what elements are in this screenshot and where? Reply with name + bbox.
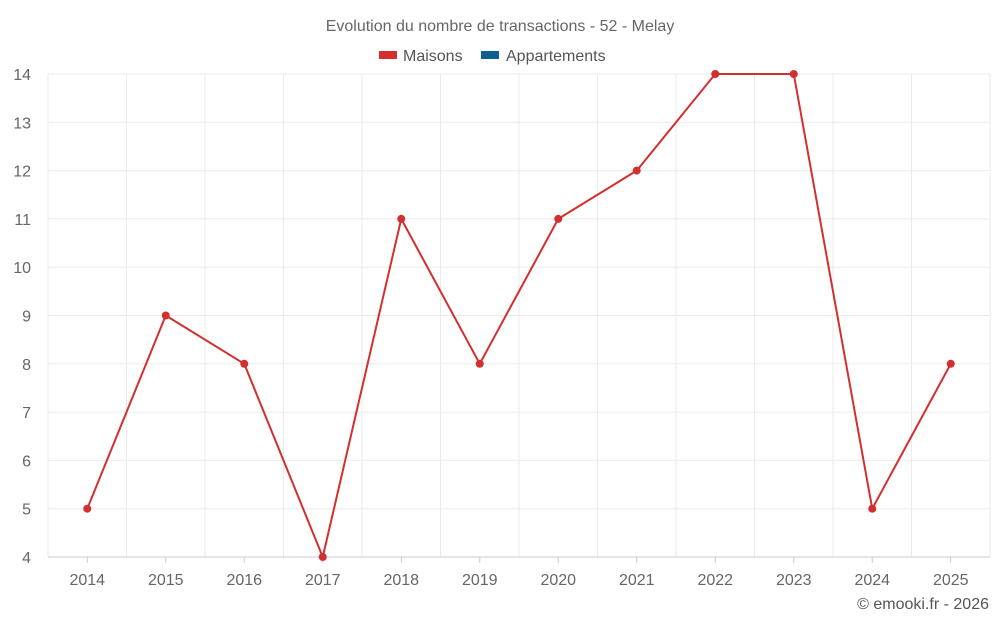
legend-swatch-appartements bbox=[481, 51, 499, 59]
x-tick-label: 2016 bbox=[226, 572, 262, 589]
y-tick-label: 7 bbox=[22, 405, 31, 422]
x-tick-label: 2017 bbox=[305, 572, 341, 589]
y-tick-label: 4 bbox=[22, 550, 31, 567]
x-tick-label: 2021 bbox=[619, 572, 655, 589]
data-point[interactable] bbox=[240, 359, 249, 368]
credit-text: © emooki.fr - 2026 bbox=[857, 596, 989, 613]
data-point[interactable] bbox=[789, 70, 798, 78]
y-tick-label: 13 bbox=[13, 115, 31, 132]
legend-swatch-maisons bbox=[379, 51, 397, 59]
data-point[interactable] bbox=[318, 553, 327, 561]
data-point[interactable] bbox=[711, 70, 720, 78]
data-point[interactable] bbox=[475, 359, 484, 368]
y-tick-label: 9 bbox=[22, 309, 31, 326]
data-point[interactable] bbox=[946, 359, 955, 368]
y-tick-label: 10 bbox=[13, 260, 31, 277]
legend: Maisons Appartements bbox=[379, 48, 606, 65]
x-tick-label: 2020 bbox=[540, 572, 576, 589]
series-maisons bbox=[83, 70, 955, 561]
x-tick-label: 2025 bbox=[933, 572, 969, 589]
legend-item-maisons[interactable]: Maisons bbox=[379, 48, 463, 65]
data-point[interactable] bbox=[397, 214, 406, 223]
x-tick-label: 2024 bbox=[854, 572, 890, 589]
x-tick-label: 2019 bbox=[462, 572, 498, 589]
axes: 4 5 6 7 8 9 10 11 12 13 14 2014 2015 2016 2017 2018 2019… bbox=[13, 67, 990, 589]
x-tick-label: 2018 bbox=[383, 572, 419, 589]
y-tick-label: 11 bbox=[14, 212, 31, 229]
series-line bbox=[86, 73, 952, 558]
y-tick-label: 6 bbox=[22, 453, 31, 470]
data-point[interactable] bbox=[161, 311, 170, 320]
y-tick-label: 12 bbox=[13, 164, 31, 181]
x-tick-label: 2015 bbox=[148, 572, 184, 589]
legend-label-maisons: Maisons bbox=[403, 48, 463, 65]
data-point[interactable] bbox=[554, 214, 563, 223]
data-point[interactable] bbox=[868, 504, 877, 513]
x-tick-label: 2023 bbox=[776, 572, 812, 589]
data-point[interactable] bbox=[83, 504, 92, 513]
y-tick-label: 8 bbox=[22, 357, 31, 374]
data-point[interactable] bbox=[632, 166, 641, 175]
x-tick-label: 2014 bbox=[69, 572, 105, 589]
chart-title: Evolution du nombre de transactions - 52… bbox=[326, 18, 675, 35]
legend-label-appartements: Appartements bbox=[506, 48, 606, 65]
legend-item-appartements[interactable]: Appartements bbox=[481, 48, 606, 65]
grid bbox=[47, 73, 991, 558]
x-tick-label: 2022 bbox=[697, 572, 733, 589]
y-tick-label: 5 bbox=[22, 502, 31, 519]
y-tick-label: 14 bbox=[13, 67, 31, 84]
